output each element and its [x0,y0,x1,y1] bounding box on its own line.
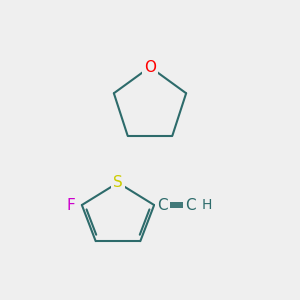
Text: S: S [113,175,123,190]
Text: C: C [157,197,167,212]
Text: O: O [144,59,156,74]
Text: F: F [66,197,75,212]
Text: H: H [202,198,212,212]
Text: C: C [185,197,196,212]
